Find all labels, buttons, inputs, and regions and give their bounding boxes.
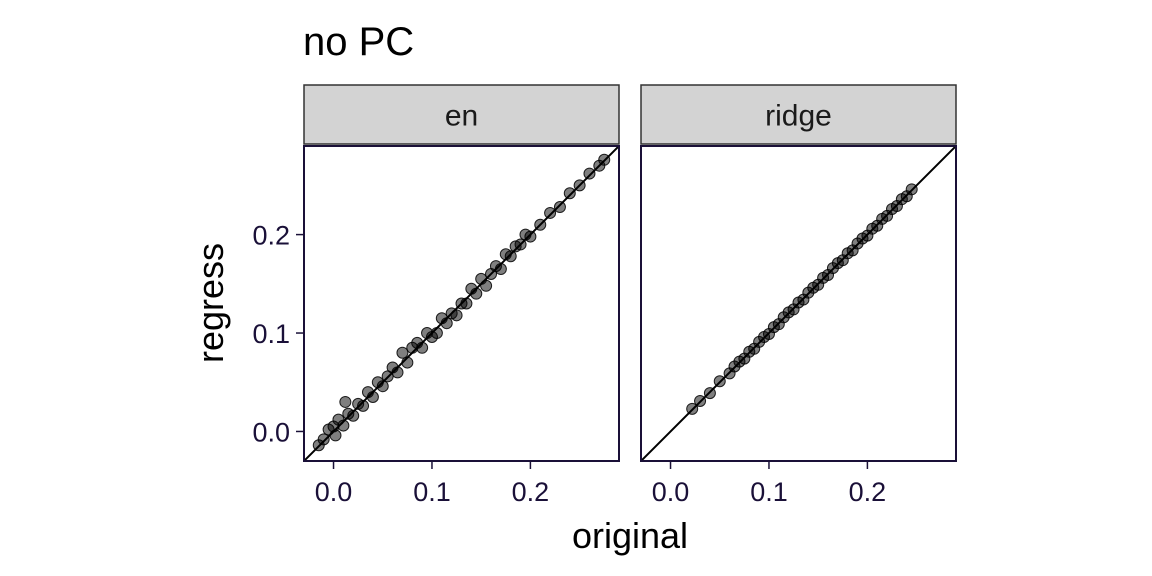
data-point — [317, 433, 330, 446]
data-point — [598, 153, 611, 166]
data-point — [905, 183, 918, 196]
data-point — [391, 366, 404, 379]
strip-header — [303, 84, 620, 145]
data-point — [440, 317, 453, 330]
data-point — [450, 309, 463, 322]
data-point — [396, 346, 409, 359]
data-point — [694, 394, 707, 407]
data-point — [401, 356, 414, 369]
data-point — [534, 218, 547, 231]
data-point — [376, 380, 389, 393]
data-point — [416, 341, 429, 354]
chart-title: no PC — [303, 20, 414, 64]
strip-header — [640, 84, 957, 145]
data-point — [703, 387, 716, 400]
data-point — [357, 399, 370, 412]
y-axis-label: regress — [190, 243, 231, 363]
panel-border — [303, 145, 620, 462]
strip-label: ridge — [765, 100, 832, 133]
strip-label: en — [445, 100, 478, 133]
x-tick-label: 0.0 — [652, 477, 690, 507]
x-tick-label: 0.0 — [315, 477, 353, 507]
data-point — [504, 250, 517, 263]
plot-area — [304, 146, 619, 461]
data-point — [460, 297, 473, 310]
data-point — [329, 429, 342, 442]
data-point — [573, 179, 586, 192]
data-point — [470, 287, 483, 300]
data-point — [430, 327, 443, 340]
facet-panels: en 0.0 0.1 0.2 0.0 0.1 0.2 ridge 0.0 0.1 0.2 — [252, 84, 957, 507]
x-tick-label: 0.2 — [512, 477, 550, 507]
data-point — [337, 419, 350, 432]
panel-border — [640, 145, 957, 462]
panel-ridge: ridge 0.0 0.1 0.2 — [640, 84, 957, 507]
data-point — [583, 167, 596, 180]
y-tick-label: 0.0 — [252, 417, 290, 447]
data-point — [563, 187, 576, 200]
data-point — [713, 375, 726, 388]
data-point — [544, 206, 557, 219]
x-tick-label: 0.1 — [750, 477, 788, 507]
data-point — [494, 263, 507, 276]
y-tick-label: 0.2 — [252, 221, 290, 251]
data-point — [347, 409, 360, 422]
data-point — [366, 391, 379, 404]
data-point — [553, 201, 566, 214]
panel-en: en 0.0 0.1 0.2 0.0 0.1 0.2 — [252, 84, 620, 507]
data-point — [524, 230, 537, 243]
data-point — [480, 279, 493, 292]
data-point — [514, 238, 527, 251]
plot-area — [641, 146, 956, 461]
y-tick-label: 0.1 — [252, 319, 290, 349]
x-axis-label: original — [572, 515, 688, 556]
x-tick-label: 0.2 — [849, 477, 887, 507]
data-point — [686, 402, 699, 415]
x-tick-label: 0.1 — [413, 477, 451, 507]
data-point — [339, 395, 352, 408]
